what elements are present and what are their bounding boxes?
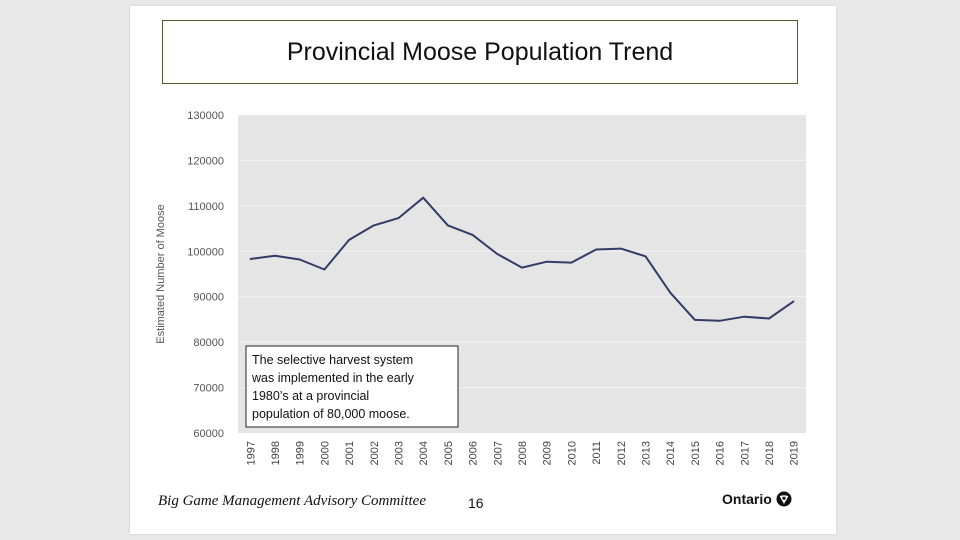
x-tick-label: 2019 bbox=[789, 441, 801, 465]
data-point bbox=[669, 291, 671, 294]
y-tick-labels: 60000 70000 80000 90000 100000 110000 120000 13… bbox=[187, 110, 224, 440]
data-point bbox=[422, 196, 425, 199]
data-point bbox=[718, 319, 721, 322]
x-tick-label: 2014 bbox=[665, 441, 677, 465]
data-point bbox=[298, 258, 301, 261]
x-tick-labels: 1997 1998 1999 2000 2001 2002 2003 2004 2005 2006… bbox=[245, 441, 800, 465]
gridlines bbox=[238, 114, 806, 389]
x-tick-label: 2010 bbox=[566, 441, 578, 465]
data-point bbox=[348, 239, 350, 241]
data-point bbox=[644, 255, 647, 258]
data-point bbox=[496, 253, 499, 255]
x-tick-label: 1998 bbox=[270, 441, 282, 465]
x-tick-label: 2006 bbox=[468, 441, 480, 465]
x-tick-label: 2000 bbox=[319, 441, 331, 465]
data-point bbox=[619, 247, 622, 250]
x-tick-label: 1997 bbox=[245, 441, 257, 465]
y-tick-label: 90000 bbox=[193, 292, 224, 304]
data-point bbox=[373, 224, 375, 227]
x-tick-label: 2016 bbox=[715, 441, 727, 465]
x-tick-label: 2001 bbox=[344, 441, 356, 465]
page-number: 16 bbox=[468, 495, 484, 511]
data-point bbox=[397, 217, 400, 219]
footer-committee-name: Big Game Management Advisory Committee bbox=[158, 493, 427, 509]
x-tick-label: 2018 bbox=[764, 441, 776, 465]
data-point bbox=[249, 258, 252, 260]
x-tick-label: 2009 bbox=[542, 441, 554, 465]
data-point bbox=[595, 248, 597, 251]
slide: Provincial Moose Population Trend 60000 7… bbox=[130, 6, 836, 534]
annotation-text: The selective harvest system was implemen… bbox=[251, 353, 415, 421]
x-tick-label: 2008 bbox=[517, 441, 529, 465]
x-tick-label: 2017 bbox=[739, 441, 751, 465]
x-tick-label: 2003 bbox=[394, 441, 406, 465]
y-tick-label: 100000 bbox=[187, 246, 224, 258]
data-point bbox=[447, 224, 449, 227]
line-chart: 60000 70000 80000 90000 100000 110000 120000 13… bbox=[155, 110, 806, 465]
y-tick-label: 60000 bbox=[193, 428, 224, 440]
data-point bbox=[545, 260, 548, 263]
data-point bbox=[768, 317, 770, 320]
data-point bbox=[521, 266, 523, 269]
y-tick-label: 120000 bbox=[187, 155, 224, 167]
x-tick-label: 2011 bbox=[591, 441, 603, 465]
y-tick-label: 70000 bbox=[193, 383, 224, 395]
data-point bbox=[471, 234, 474, 236]
trillium-icon bbox=[776, 491, 792, 507]
ontario-wordmark: Ontario bbox=[722, 491, 772, 507]
x-tick-label: 2007 bbox=[492, 441, 504, 465]
data-point bbox=[323, 268, 326, 271]
y-tick-label: 130000 bbox=[187, 110, 224, 122]
x-tick-label: 2012 bbox=[616, 441, 628, 465]
data-point bbox=[570, 261, 573, 264]
y-tick-label: 80000 bbox=[193, 337, 224, 349]
annotation-box: The selective harvest system was implemen… bbox=[245, 345, 459, 428]
ontario-logo: Ontario bbox=[722, 491, 792, 507]
y-axis-label: Estimated Number of Moose bbox=[155, 204, 167, 343]
y-tick-label: 110000 bbox=[188, 201, 224, 213]
x-tick-label: 1999 bbox=[295, 441, 307, 465]
chart-title: Provincial Moose Population Trend bbox=[162, 20, 798, 84]
data-point bbox=[792, 300, 795, 303]
x-tick-label: 2015 bbox=[690, 441, 702, 465]
data-point bbox=[694, 319, 696, 321]
data-point bbox=[274, 255, 276, 257]
data-point bbox=[743, 315, 746, 318]
x-tick-label: 2013 bbox=[640, 441, 652, 465]
x-tick-label: 2004 bbox=[418, 441, 430, 465]
x-tick-label: 2002 bbox=[369, 441, 381, 465]
x-tick-label: 2005 bbox=[443, 441, 455, 465]
series-group bbox=[249, 196, 795, 322]
